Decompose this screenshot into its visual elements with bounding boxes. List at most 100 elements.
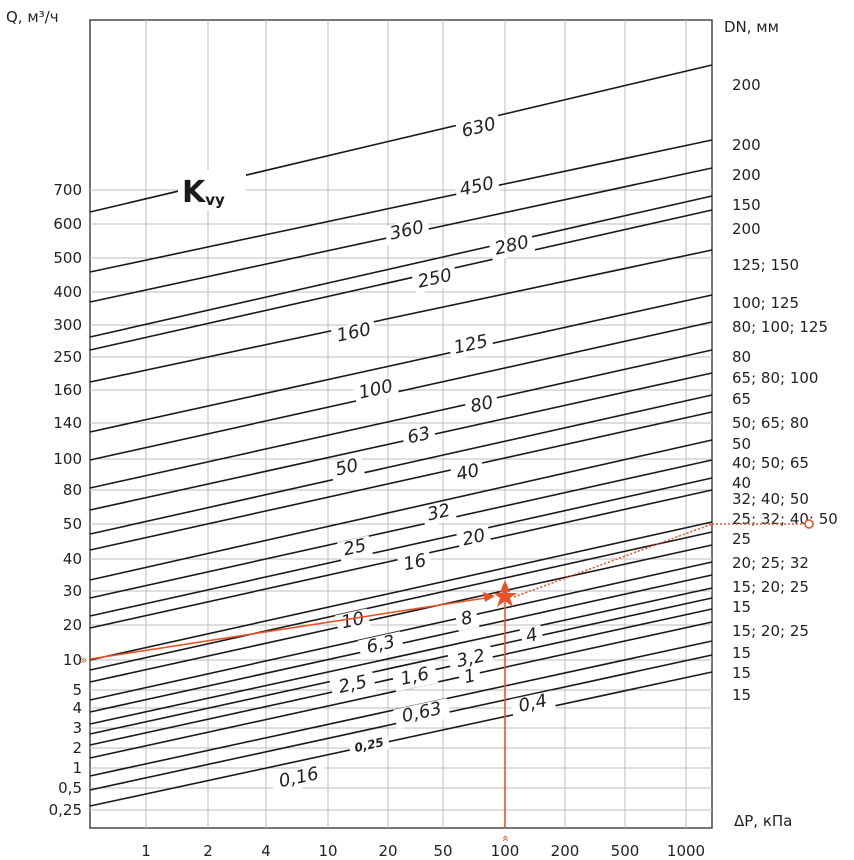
dn-label: 100; 125: [732, 294, 799, 312]
kvs-line-label: 0,4: [517, 690, 549, 717]
dn-label: 200: [732, 166, 761, 184]
kvs-label-bg: [456, 525, 492, 552]
example-flow-arrow: [89, 596, 493, 660]
kvs-line: [89, 195, 713, 338]
example-flow-arrowhead: [483, 592, 495, 602]
kvs-line: [89, 671, 713, 807]
kvs-label-bg: [421, 500, 457, 527]
example-path: » »: [80, 519, 814, 842]
dn-axis-label: DN, мм: [724, 18, 779, 36]
kvs-label-group: 450: [453, 173, 501, 202]
kvs-label-bg: [447, 645, 495, 674]
dn-label: 15: [732, 644, 751, 662]
kvs-line: [89, 394, 713, 535]
kvs-line-label: 450: [458, 173, 496, 201]
kvs-line-label: 25: [341, 535, 368, 560]
x-tick-label: 1: [141, 842, 151, 860]
kvs-lines: [89, 64, 713, 807]
kvs-label-bg: [383, 217, 431, 246]
y-tick-label: 5: [72, 681, 82, 699]
x-tick-label: 500: [611, 842, 640, 860]
x-tick-labels: 1 2 4 10 20 50 100 200 500 1000: [141, 842, 705, 860]
dn-label: 50: [732, 435, 751, 453]
kvs-label-bg: [401, 423, 437, 450]
y-tick-label: 4: [72, 699, 82, 717]
kvs-line: [89, 349, 713, 489]
kvs-label-bg: [348, 735, 391, 757]
kvs-label-bg: [411, 265, 459, 295]
kvs-label-group: 125: [447, 331, 495, 360]
y-tick-label: 250: [53, 348, 82, 366]
kvs-label-bg: [450, 460, 486, 487]
y-tick-label: 80: [63, 481, 82, 499]
kvs-line-label: 160: [335, 319, 373, 347]
dn-label: 25; 32; 40; 50: [732, 510, 838, 528]
kvs-label-group: 0,16: [270, 763, 328, 795]
kvs-label-group: 63: [401, 423, 437, 450]
kvs-label-group: 20: [456, 525, 492, 552]
x-tick-label: 200: [551, 842, 580, 860]
kvs-label-group: 280: [488, 232, 536, 262]
dn-label: 125; 150: [732, 256, 799, 274]
kvs-label-group: 16: [397, 550, 433, 577]
kvs-line-label: 630: [460, 113, 498, 141]
dn-label: 15; 20; 25: [732, 578, 809, 596]
example-intersection-star: [493, 584, 517, 607]
y-tick-label: 50: [63, 515, 82, 533]
kvs-label-group: 1: [457, 665, 483, 690]
y-tick-label: 10: [63, 651, 82, 669]
kvs-label-bg: [329, 455, 365, 482]
dn-label: 20; 25; 32: [732, 554, 809, 572]
example-dn-marker: [804, 519, 814, 529]
dn-label: 25: [732, 530, 751, 548]
kvs-line: [89, 439, 713, 581]
y-tick-label: 400: [53, 283, 82, 301]
kvs-line-label: 40: [454, 460, 481, 485]
kvs-line: [89, 139, 713, 273]
kvs-label-group: 32: [421, 500, 457, 527]
x-tick-label: 2: [203, 842, 213, 860]
y-tick-label: 500: [53, 249, 82, 267]
kvs-line-label: 63: [405, 423, 432, 448]
y-tick-label: 0,25: [49, 801, 82, 819]
dn-label: 200: [732, 136, 761, 154]
dn-label: 15: [732, 664, 751, 682]
x-tick-label: 20: [378, 842, 397, 860]
kvs-label-bg: [178, 170, 246, 210]
example-start-marker-left: »: [80, 653, 87, 667]
kvs-label-group: 0,25: [348, 735, 391, 757]
kvs-line-label: 0,25: [353, 735, 385, 755]
kvs-label-bg: [457, 665, 483, 690]
kvs-label-bg: [352, 376, 400, 405]
kvs-label-bg: [464, 392, 500, 419]
kvs-line-label: 250: [416, 265, 454, 293]
kvs-label-bg: [454, 607, 480, 632]
kvs-line-label: 32: [425, 500, 452, 526]
dn-label: 200: [732, 220, 761, 238]
kvs-label-group: 80: [464, 392, 500, 419]
kvs-label-bg: [519, 624, 545, 649]
kvs-line-label: 16: [401, 550, 428, 575]
kvs-line: [89, 372, 713, 511]
kvs-label-bg: [330, 319, 378, 348]
kvs-label-bg: [455, 113, 503, 144]
kvs-label-group: 50: [329, 455, 365, 482]
y-tick-label: 140: [53, 414, 82, 432]
kvs-label-group: 100: [352, 376, 400, 405]
y-tick-label: 100: [53, 450, 82, 468]
kvs-line-label: 125: [452, 331, 490, 359]
kvs-line: [89, 521, 713, 661]
kvs-label-bg: [393, 698, 451, 730]
y-tick-label: 30: [63, 582, 82, 600]
kvs-line: [89, 477, 713, 617]
kvs-line: [89, 411, 713, 551]
y-tick-label: 3: [72, 719, 82, 737]
kvs-line-label: 1,6: [399, 663, 431, 690]
dn-label: 50; 65; 80: [732, 414, 809, 432]
kvs-label-group: 2,5: [329, 671, 377, 700]
dn-label: 80; 100; 125: [732, 318, 828, 336]
y-tick-label: 600: [53, 215, 82, 233]
kvs-label-main: K: [182, 175, 207, 210]
y-tick-label: 160: [53, 381, 82, 399]
x-tick-label: 50: [433, 842, 452, 860]
